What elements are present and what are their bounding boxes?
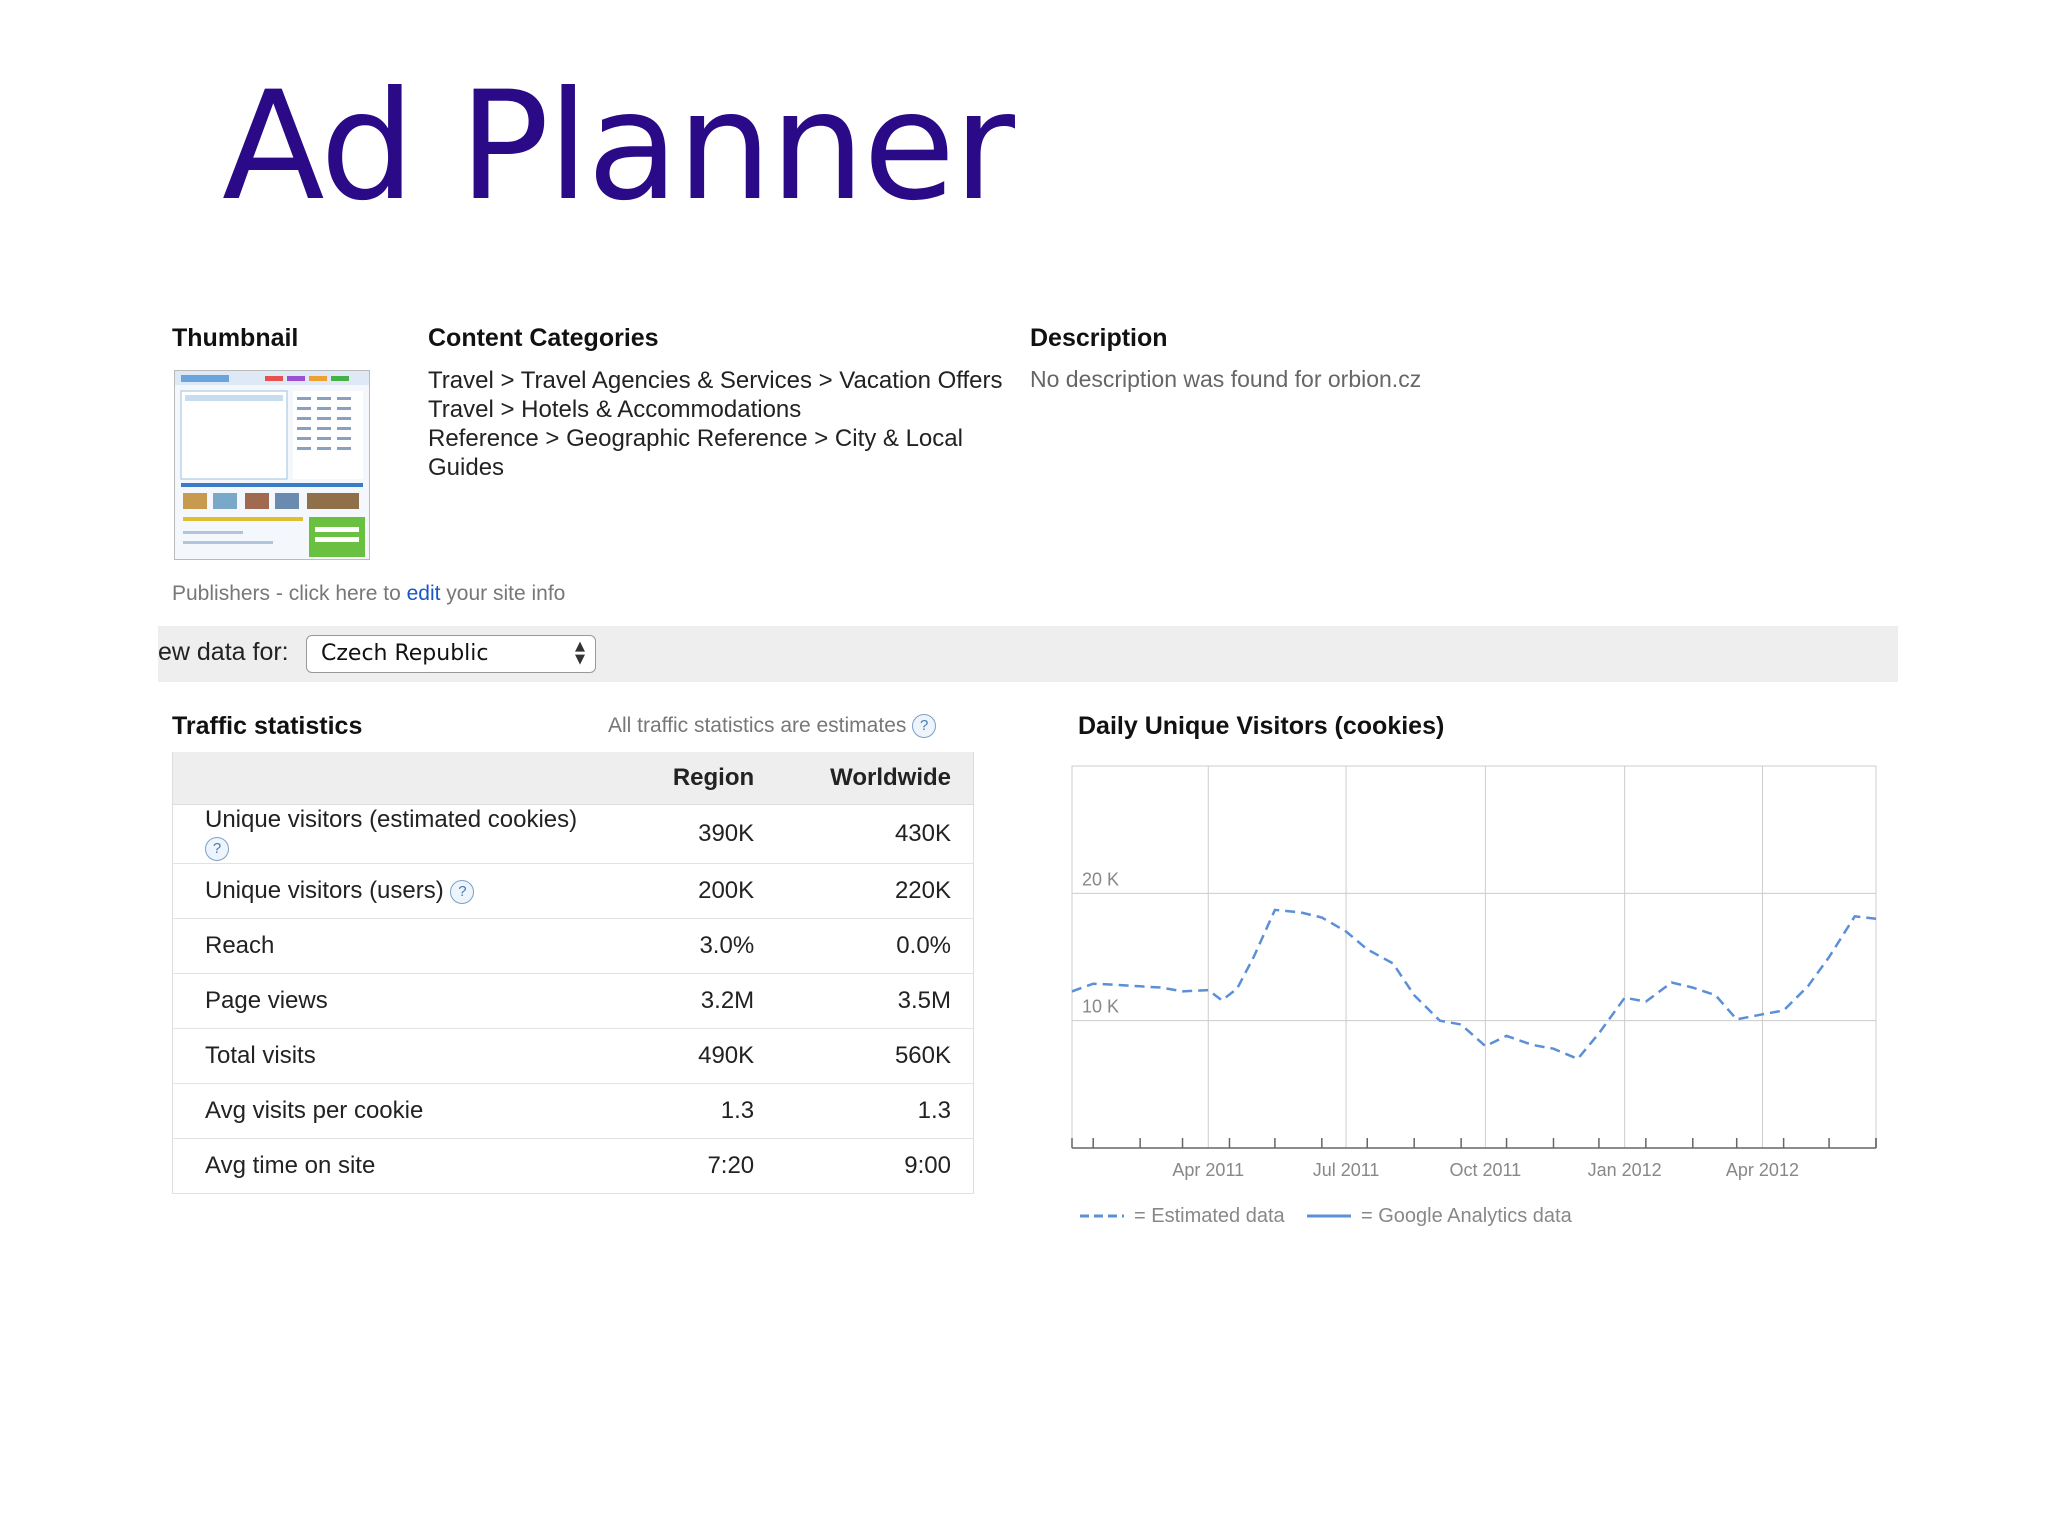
table-row: Total visits 490K 560K bbox=[171, 1028, 975, 1084]
stat-worldwide-value: 0.0% bbox=[776, 918, 975, 974]
stat-label-cell: Avg visits per cookie bbox=[171, 1083, 608, 1139]
y-tick-label: 10 K bbox=[1082, 997, 1119, 1017]
y-tick-label: 20 K bbox=[1082, 869, 1119, 889]
view-data-label: ew data for: bbox=[158, 638, 289, 666]
stat-worldwide-value: 9:00 bbox=[776, 1138, 975, 1194]
table-row: Reach 3.0% 0.0% bbox=[171, 918, 975, 974]
stat-worldwide-value: 430K bbox=[776, 804, 975, 864]
stat-label-cell: Unique visitors (users) ? bbox=[171, 863, 608, 919]
stat-label-cell: Page views bbox=[171, 973, 608, 1029]
stat-region-value: 390K bbox=[607, 804, 777, 864]
x-tick-label: Apr 2011 bbox=[1172, 1160, 1244, 1180]
chart-title: Daily Unique Visitors (cookies) bbox=[1078, 712, 1445, 740]
region-column-header: Region bbox=[607, 752, 777, 805]
legend-estimated-label: = Estimated data bbox=[1134, 1205, 1286, 1227]
stat-label-cell: Reach bbox=[171, 918, 608, 974]
site-thumbnail[interactable] bbox=[174, 370, 370, 560]
country-select-value: Czech Republic bbox=[321, 641, 489, 666]
stat-label: Unique visitors (estimated cookies) bbox=[205, 806, 578, 833]
table-row: Unique visitors (users) ? 200K 220K bbox=[171, 863, 975, 919]
select-arrows-icon: ▲ ▼ bbox=[575, 639, 585, 667]
country-select[interactable]: Czech Republic ▲ ▼ bbox=[306, 635, 596, 673]
publishers-note: Publishers - click here to edit your sit… bbox=[172, 582, 565, 606]
help-icon[interactable]: ? bbox=[205, 836, 229, 861]
description-header: Description bbox=[1030, 324, 1168, 352]
stat-label: Unique visitors (users) bbox=[205, 877, 444, 904]
stat-worldwide-value: 3.5M bbox=[776, 973, 975, 1029]
stat-label-cell: Avg time on site bbox=[171, 1138, 608, 1194]
stat-region-value: 3.0% bbox=[607, 918, 777, 974]
stat-region-value: 200K bbox=[607, 863, 777, 919]
stat-label: Page views bbox=[205, 987, 328, 1014]
category-item: Travel > Hotels & Accommodations bbox=[428, 396, 802, 423]
stat-label-cell: Unique visitors (estimated cookies) ? bbox=[171, 804, 608, 864]
legend-analytics-label: = Google Analytics data bbox=[1361, 1205, 1573, 1227]
traffic-statistics-body: Unique visitors (estimated cookies) ? 390… bbox=[171, 804, 975, 1194]
stat-label: Total visits bbox=[205, 1042, 316, 1069]
description-text: No description was found for orbion.cz bbox=[1030, 366, 1422, 392]
x-tick-label: Apr 2012 bbox=[1726, 1160, 1799, 1180]
content-categories-header: Content Categories bbox=[428, 324, 659, 352]
traffic-statistics-table: Region Worldwide Unique visitors (estima… bbox=[171, 752, 975, 1194]
stat-worldwide-value: 1.3 bbox=[776, 1083, 975, 1139]
stat-region-value: 7:20 bbox=[607, 1138, 777, 1194]
traffic-statistics-header: Traffic statistics bbox=[172, 712, 363, 740]
thumbnail-header: Thumbnail bbox=[172, 324, 299, 352]
thumbnail-image bbox=[175, 371, 369, 557]
plot-area bbox=[1071, 765, 1877, 1149]
x-tick-label: Oct 2011 bbox=[1449, 1160, 1521, 1180]
publishers-prefix: Publishers - click here to bbox=[172, 582, 407, 605]
table-row: Page views 3.2M 3.5M bbox=[171, 973, 975, 1029]
publishers-suffix: your site info bbox=[440, 582, 566, 605]
table-row: Avg time on site 7:20 9:00 bbox=[171, 1138, 975, 1194]
edit-site-info-link[interactable]: edit bbox=[406, 582, 441, 605]
stat-label: Reach bbox=[205, 932, 275, 959]
x-tick-label: Jan 2012 bbox=[1588, 1160, 1662, 1180]
stat-label-cell: Total visits bbox=[171, 1028, 608, 1084]
x-tick-label: Jul 2011 bbox=[1313, 1160, 1380, 1180]
stat-region-value: 3.2M bbox=[607, 973, 777, 1029]
stat-worldwide-value: 220K bbox=[776, 863, 975, 919]
stat-label: Avg time on site bbox=[205, 1152, 376, 1179]
category-list: Travel > Travel Agencies & Services > Va… bbox=[428, 366, 1028, 482]
stat-region-value: 1.3 bbox=[607, 1083, 777, 1139]
label-column-header bbox=[171, 752, 608, 805]
slide-title: Ad Planner bbox=[222, 60, 1015, 234]
stat-region-value: 490K bbox=[607, 1028, 777, 1084]
table-row: Avg visits per cookie 1.3 1.3 bbox=[171, 1083, 975, 1139]
stat-label: Avg visits per cookie bbox=[205, 1097, 424, 1124]
category-item: Travel > Travel Agencies & Services > Va… bbox=[428, 367, 1003, 394]
view-data-bar: ew data for: Czech Republic ▲ ▼ bbox=[158, 626, 1898, 682]
stat-worldwide-value: 560K bbox=[776, 1028, 975, 1084]
table-header-row: Region Worldwide bbox=[171, 752, 975, 805]
category-item: Reference > Geographic Reference > City … bbox=[428, 425, 963, 481]
worldwide-column-header: Worldwide bbox=[776, 752, 975, 805]
help-icon[interactable]: ? bbox=[450, 879, 475, 904]
traffic-note-text: All traffic statistics are estimates bbox=[608, 714, 907, 737]
ad-planner-panel: Thumbnail bbox=[158, 310, 1908, 1536]
help-icon[interactable]: ? bbox=[912, 714, 937, 739]
table-row: Unique visitors (estimated cookies) ? 390… bbox=[171, 804, 975, 864]
traffic-estimates-note: All traffic statistics are estimates ? bbox=[608, 714, 937, 739]
daily-visitors-chart: 10 K 20 K Apr 2011 Jul 2011 Oct 2011 Jan 2012… bbox=[1071, 765, 1877, 1227]
